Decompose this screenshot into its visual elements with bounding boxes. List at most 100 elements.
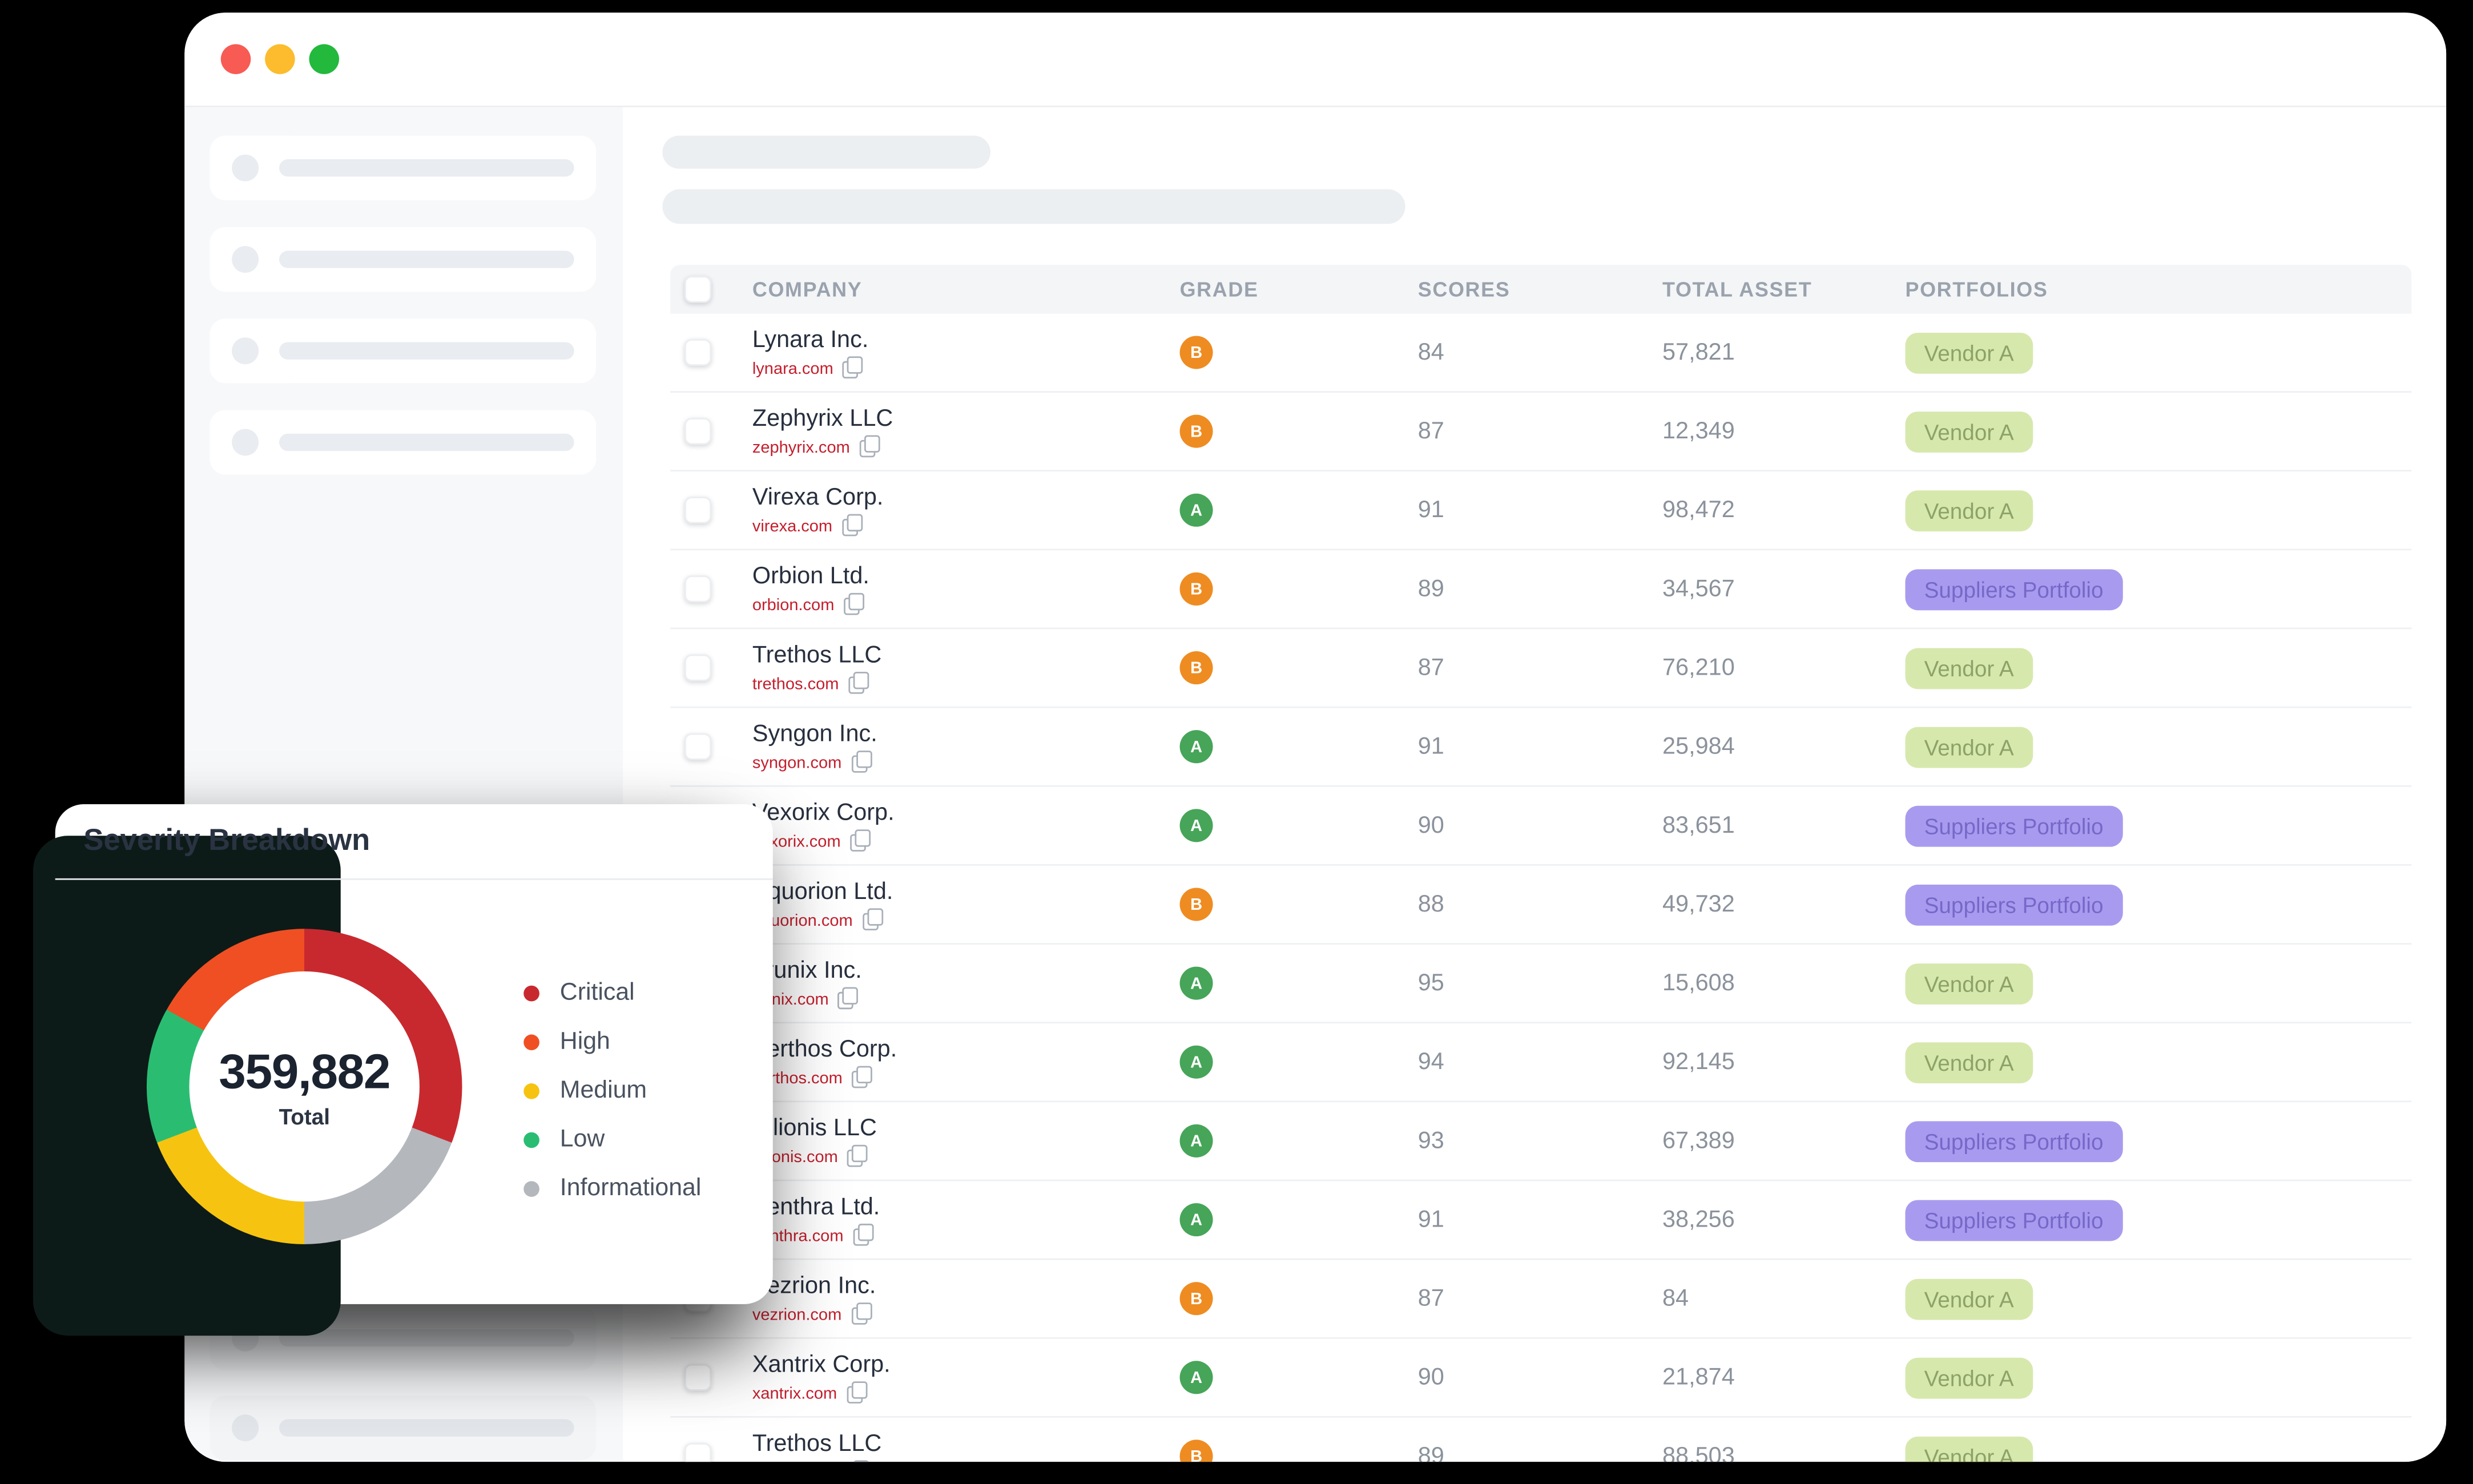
company-domain-link[interactable]: syngon.com (752, 753, 842, 772)
table-row[interactable]: Zephyrix LLC zephyrix.com B 87 12,349 Ve… (670, 393, 2412, 472)
company-cell: Trethos LLC trethos.com (752, 1430, 1180, 1462)
portfolio-badge: Vendor A (1905, 962, 2033, 1004)
copy-domain-icon[interactable] (851, 1302, 872, 1325)
score-value: 88 (1417, 890, 1444, 918)
table-row[interactable]: Trunix Inc. trunix.com A 95 15,608 Vendo… (670, 945, 2412, 1024)
copy-domain-icon[interactable] (843, 356, 864, 379)
copy-domain-icon[interactable] (853, 1224, 873, 1246)
table-row[interactable]: Syngon Inc. syngon.com A 91 25,984 Vendo… (670, 708, 2412, 787)
company-domain-link[interactable]: vezrion.com (752, 1305, 842, 1324)
table-body: Lynara Inc. lynara.com B 84 57,821 Vendo… (670, 314, 2412, 1462)
sidebar-skeleton-item (210, 135, 597, 200)
company-cell: Vezrion Inc. vezrion.com (752, 1272, 1180, 1325)
copy-domain-icon[interactable] (841, 514, 863, 537)
donut-center: 359,882 Total (147, 929, 462, 1244)
copy-domain-icon[interactable] (862, 908, 883, 931)
skeleton-icon (232, 337, 259, 365)
medium-dot-icon (523, 1082, 539, 1099)
copy-domain-icon[interactable] (859, 435, 880, 458)
column-header-grade[interactable]: GRADE (1179, 277, 1259, 301)
table-row[interactable]: Verthos Corp. verthos.com A 94 92,145 Ve… (670, 1023, 2412, 1103)
traffic-lights (220, 44, 340, 74)
company-cell: Vexorix Corp. vexorix.com (752, 799, 1180, 852)
copy-domain-icon[interactable] (852, 1066, 873, 1088)
zoom-window-icon[interactable] (309, 44, 340, 74)
copy-domain-icon[interactable] (851, 751, 872, 773)
close-window-icon[interactable] (220, 44, 251, 74)
row-checkbox[interactable] (684, 339, 712, 366)
grade-badge: B (1179, 1439, 1213, 1462)
copy-domain-icon[interactable] (848, 672, 869, 694)
portfolio-badge: Vendor A (1905, 1041, 2033, 1083)
row-checkbox[interactable] (684, 418, 712, 445)
company-name: Trunix Inc. (752, 957, 862, 984)
sidebar-skeleton-item (210, 1396, 597, 1461)
skeleton-bar (279, 342, 574, 360)
company-name: Trethos LLC (752, 642, 882, 669)
skeleton-bar (279, 1419, 574, 1437)
table-row[interactable]: Trethos LLC trethos.com B 89 88,503 Vend… (670, 1418, 2411, 1462)
table-row[interactable]: Lynara Inc. lynara.com B 84 57,821 Vendo… (670, 314, 2412, 393)
portfolio-badge: Vendor A (1905, 647, 2033, 688)
company-cell: Orbion Ltd. orbion.com (752, 563, 1180, 615)
company-domain-link[interactable]: orbion.com (752, 595, 835, 615)
company-domain-link[interactable]: xantrix.com (752, 1384, 837, 1403)
total-asset-value: 92,145 (1662, 1049, 1735, 1076)
total-asset-value: 84 (1662, 1285, 1689, 1312)
skeleton-icon (232, 154, 259, 182)
copy-domain-icon[interactable] (838, 987, 859, 1010)
company-domain-link[interactable]: zephyrix.com (752, 438, 850, 457)
row-checkbox[interactable] (684, 497, 712, 524)
column-header-total-asset[interactable]: TOTAL ASSET (1662, 277, 1813, 301)
portfolio-badge: Vendor A (1905, 489, 2033, 531)
company-cell: Aquorion Ltd. aquorion.com (752, 878, 1180, 931)
company-domain-link[interactable]: trethos.com (752, 674, 839, 693)
portfolio-badge: Suppliers Portfolio (1905, 568, 2122, 610)
grade-badge: B (1179, 414, 1213, 448)
company-cell: Virexa Corp. virexa.com (752, 484, 1180, 537)
row-checkbox[interactable] (684, 733, 712, 760)
main-content: COMPANY GRADE SCORES TOTAL ASSET PORTFOL… (623, 107, 2447, 1462)
total-asset-value: 76,210 (1662, 654, 1735, 681)
column-header-company[interactable]: COMPANY (752, 277, 863, 301)
company-domain-link[interactable]: virexa.com (752, 517, 833, 536)
minimize-window-icon[interactable] (265, 44, 295, 74)
table-row[interactable]: Aquorion Ltd. aquorion.com B 88 49,732 S… (670, 866, 2412, 945)
table-row[interactable]: Xantrix Corp. xantrix.com A 90 21,874 Ve… (670, 1339, 2412, 1418)
company-name: Vilionis LLC (752, 1114, 877, 1142)
copy-domain-icon[interactable] (843, 593, 864, 615)
company-name: Xantrix Corp. (752, 1351, 891, 1378)
total-asset-value: 57,821 (1662, 339, 1735, 366)
company-domain-link[interactable]: lynara.com (752, 358, 833, 378)
copy-domain-icon[interactable] (847, 1145, 868, 1167)
table-row[interactable]: Vilionis LLC vilionis.com A 93 67,389 Su… (670, 1102, 2412, 1181)
grade-badge: B (1179, 1282, 1213, 1316)
table-row[interactable]: Orbion Ltd. orbion.com B 89 34,567 Suppl… (670, 550, 2412, 630)
table-row[interactable]: Vexorix Corp. vexorix.com A 90 83,651 Su… (670, 787, 2412, 866)
score-value: 90 (1417, 1364, 1444, 1391)
score-value: 84 (1417, 339, 1444, 366)
informational-dot-icon (523, 1180, 539, 1196)
table-row[interactable]: Zenthra Ltd. zenthra.com A 91 38,256 Sup… (670, 1181, 2412, 1260)
company-cell: Trunix Inc. trunix.com (752, 957, 1180, 1010)
column-header-scores[interactable]: SCORES (1417, 277, 1511, 301)
score-value: 91 (1417, 1206, 1444, 1233)
row-checkbox[interactable] (684, 1442, 712, 1462)
skeleton-icon (232, 1414, 259, 1442)
grade-badge: A (1179, 1124, 1213, 1158)
row-checkbox[interactable] (684, 575, 712, 603)
company-cell: Trethos LLC trethos.com (752, 642, 1180, 694)
select-all-checkbox[interactable] (684, 276, 712, 303)
table-row[interactable]: Virexa Corp. virexa.com A 91 98,472 Vend… (670, 471, 2412, 551)
company-name: Zenthra Ltd. (752, 1193, 880, 1221)
copy-domain-icon[interactable] (846, 1381, 867, 1404)
column-header-portfolios[interactable]: PORTFOLIOS (1905, 277, 2048, 301)
copy-domain-icon[interactable] (850, 829, 871, 852)
table-row[interactable]: Vezrion Inc. vezrion.com B 87 84 Vendor … (670, 1260, 2412, 1339)
row-checkbox[interactable] (684, 654, 712, 681)
grade-badge: A (1179, 493, 1213, 527)
total-asset-value: 88,503 (1662, 1442, 1735, 1462)
total-asset-value: 25,984 (1662, 733, 1735, 760)
table-row[interactable]: Trethos LLC trethos.com B 87 76,210 Vend… (670, 629, 2412, 708)
row-checkbox[interactable] (684, 1364, 712, 1391)
